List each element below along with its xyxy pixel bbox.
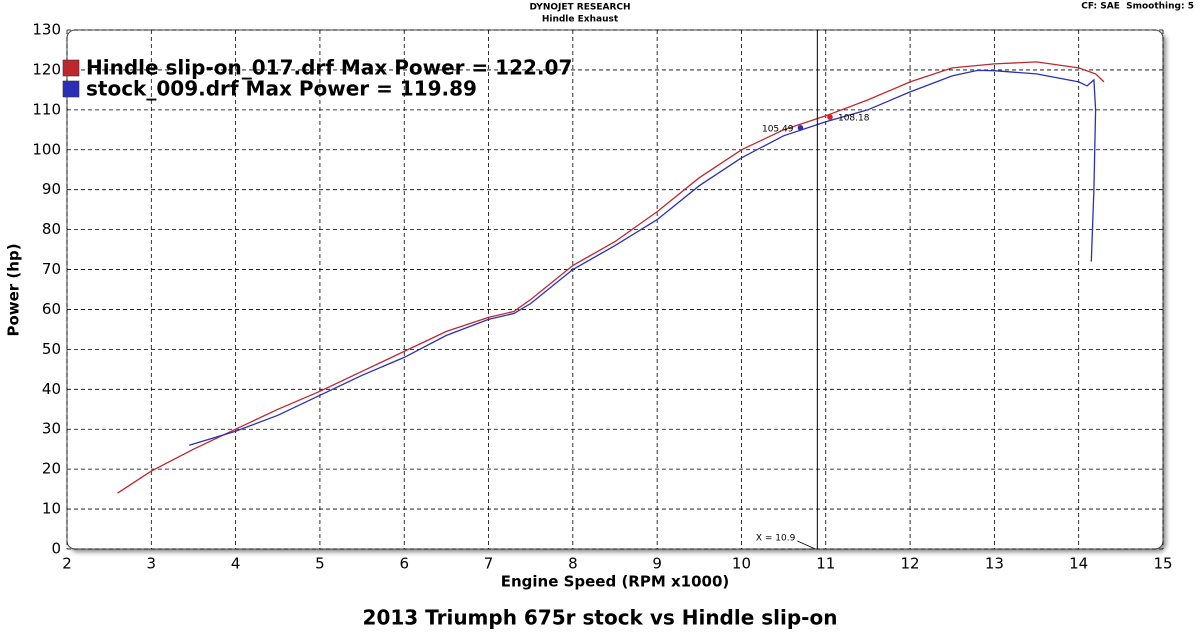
x-tick-label: 7 [484, 555, 494, 573]
x-tick-label: 15 [1153, 555, 1172, 573]
y-tick-label: 0 [51, 540, 61, 558]
x-tick-label: 3 [147, 555, 157, 573]
x-tick-label: 2 [62, 555, 72, 573]
marker [827, 114, 833, 120]
x-tick-label: 14 [1069, 555, 1088, 573]
plot-area [66, 29, 1164, 550]
y-tick-label: 10 [42, 500, 61, 518]
x-tick-label: 12 [901, 555, 920, 573]
x-tick-label: 9 [652, 555, 662, 573]
x-tick-label: 10 [732, 555, 751, 573]
series-line [117, 61, 1105, 494]
y-tick-label: 90 [42, 180, 61, 198]
x-tick-label: 11 [816, 555, 835, 573]
marker-label: 105.49 [762, 124, 794, 134]
legend-swatch [62, 80, 80, 98]
chart-title: 2013 Triumph 675r stock vs Hindle slip-o… [363, 606, 838, 630]
y-tick-label: 130 [32, 21, 61, 39]
y-tick-label: 20 [42, 460, 61, 478]
legend-entry: Hindle slip-on_017.drf Max Power = 122.0… [86, 56, 572, 80]
y-tick-label: 100 [32, 140, 61, 158]
x-tick-label: 4 [231, 555, 241, 573]
marker [797, 125, 804, 131]
legend-entry: stock_009.drf Max Power = 119.89 [86, 77, 477, 101]
cursor-label: X = 10.9 [756, 534, 796, 544]
y-tick-label: 50 [42, 340, 61, 358]
header: DYNOJET RESEARCH [529, 3, 630, 13]
cursor-pointer [797, 540, 816, 550]
y-tick-label: 70 [42, 260, 61, 278]
x-axis-label: Engine Speed (RPM x1000) [501, 573, 730, 591]
y-tick-label: 40 [42, 380, 61, 398]
x-tick-label: 8 [568, 555, 578, 573]
y-tick-label: 30 [42, 420, 61, 438]
x-tick-label: 13 [985, 555, 1004, 573]
legend-swatch [62, 59, 80, 77]
x-tick-label: 6 [399, 555, 409, 573]
settings: CF: SAE Smoothing: 5 [1081, 2, 1194, 12]
subheader: Hindle Exhaust [542, 15, 619, 25]
y-tick-label: 110 [32, 100, 61, 118]
series-line [189, 69, 1097, 446]
y-tick-label: 80 [42, 220, 61, 238]
y-axis-label: Power (hp) [5, 243, 23, 336]
marker-label: 108.18 [838, 114, 870, 124]
x-tick-label: 5 [315, 555, 325, 573]
y-tick-label: 120 [32, 60, 61, 78]
y-tick-label: 60 [42, 300, 61, 318]
